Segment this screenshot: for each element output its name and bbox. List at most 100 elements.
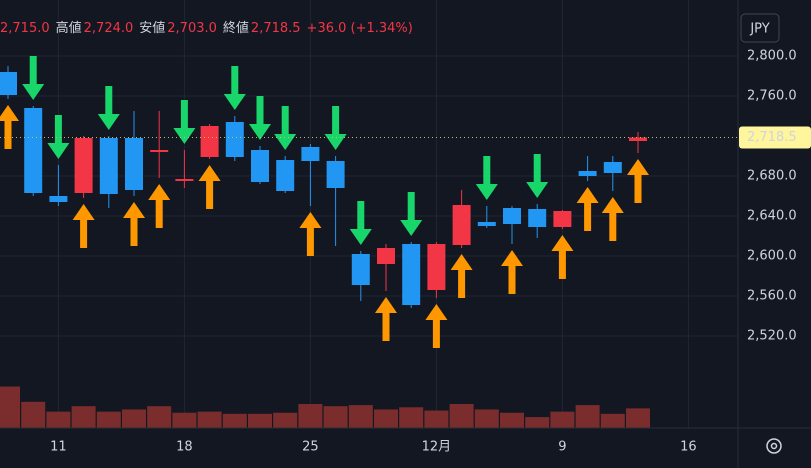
gear-hub[interactable]: [770, 442, 778, 450]
currency[interactable]: JPY: [749, 22, 769, 37]
candle-body: [200, 126, 219, 157]
volume-bar: [525, 417, 550, 428]
last-price-tag: [739, 126, 811, 149]
buy-arrow: [72, 204, 95, 248]
candles: [0, 56, 649, 348]
sell-arrow: [97, 86, 120, 130]
sell-arrow: [349, 201, 372, 245]
buy-arrow: [601, 197, 624, 241]
sell-arrow: [400, 192, 423, 236]
buy-arrow: [551, 235, 574, 279]
header-label: 安値: [139, 20, 165, 36]
candle-body: [578, 171, 597, 176]
currency-button[interactable]: [740, 13, 780, 43]
volume-bar: [248, 413, 272, 428]
volume-bar: [323, 406, 348, 428]
settings-icon[interactable]: [766, 438, 782, 454]
volume-bar: [550, 411, 575, 428]
volume-bar: [474, 409, 499, 428]
volume-bar: [399, 407, 424, 428]
volume-bar: [21, 401, 46, 428]
x-tick-label: 16: [680, 440, 697, 455]
volume-bar: [626, 408, 650, 428]
candle-body: [24, 108, 43, 193]
candle-body: [301, 147, 320, 161]
candle-body: [0, 72, 17, 95]
sell-arrow: [475, 156, 498, 200]
buy-arrow: [501, 250, 523, 294]
x-tick-label: 25: [302, 440, 319, 455]
buy-arrow: [198, 165, 221, 209]
sell-arrow: [249, 96, 271, 140]
sell-arrow: [47, 115, 70, 159]
candle-body: [74, 138, 93, 193]
volume-bar: [71, 406, 96, 428]
volume-bar: [172, 412, 197, 428]
header-label: 終値: [223, 20, 249, 36]
header-value: 2,703.0: [167, 21, 217, 36]
volume-bar: [273, 412, 298, 428]
candle-body: [326, 161, 345, 188]
volume-bar: [449, 404, 474, 428]
buy-arrow: [299, 212, 322, 256]
sell-arrow: [274, 106, 297, 150]
x-tick-label: 18: [176, 440, 193, 455]
volume-bar: [500, 412, 524, 428]
volume-bar: [197, 411, 222, 428]
sell-arrow: [173, 100, 196, 144]
candle-body: [603, 162, 622, 173]
last-price-label: 2,718.5: [747, 130, 797, 145]
candle-body: [99, 138, 118, 194]
buy-arrow: [576, 187, 599, 231]
y-tick-label: 2,800.0: [747, 49, 797, 64]
sell-arrow: [22, 56, 45, 100]
y-tick-label: 2,600.0: [747, 249, 797, 264]
y-tick-label: 2,640.0: [747, 209, 797, 224]
volume-bar: [298, 404, 323, 428]
volume-bar: [147, 406, 172, 428]
candle-body: [251, 150, 269, 182]
volume-bar: [575, 405, 600, 428]
sell-arrow: [526, 154, 549, 198]
volume-bar: [424, 410, 449, 428]
buy-arrow: [123, 202, 145, 246]
header-value: 2,718.5: [251, 21, 301, 36]
candle-body: [377, 248, 395, 264]
candle-body: [477, 222, 496, 226]
header-value: 2,715.0: [0, 21, 50, 36]
y-tick-label: 2,680.0: [747, 169, 797, 184]
y-tick-label: 2,520.0: [747, 329, 797, 344]
volume-bar: [222, 413, 247, 428]
header-value: 2,724.0: [84, 21, 134, 36]
candle-body: [150, 150, 169, 152]
volume-bar: [600, 413, 625, 428]
candle-body: [276, 160, 295, 191]
buy-arrow: [375, 297, 397, 341]
candle-body: [225, 122, 244, 157]
candle-body: [452, 205, 471, 245]
ohlc-header: 2,715.0 高値 2,724.0 安値 2,703.0 終値 2,718.5 +36.0 …: [0, 20, 413, 36]
sell-arrow: [324, 106, 347, 150]
volume-bar: [374, 409, 398, 428]
candle-body: [351, 254, 370, 285]
volume-bar: [96, 411, 121, 428]
candle-body: [402, 244, 421, 305]
candle-body: [629, 137, 647, 141]
volume-bar: [122, 409, 146, 428]
x-tick-label: 12月: [422, 440, 452, 455]
volume-bar: [46, 411, 71, 428]
header-value: +36.0 (+1.34%): [307, 21, 413, 36]
volume-bar: [0, 386, 20, 428]
volume-pane: [0, 386, 650, 428]
candle-body: [503, 208, 521, 224]
buy-arrow: [148, 184, 171, 228]
y-tick-label: 2,560.0: [747, 289, 797, 304]
x-tick-label: 9: [558, 440, 566, 455]
gear[interactable]: [766, 438, 782, 454]
candle-body: [553, 211, 572, 227]
buy-arrow: [425, 304, 448, 348]
candle-body: [125, 138, 143, 190]
buy-arrow: [450, 254, 473, 298]
